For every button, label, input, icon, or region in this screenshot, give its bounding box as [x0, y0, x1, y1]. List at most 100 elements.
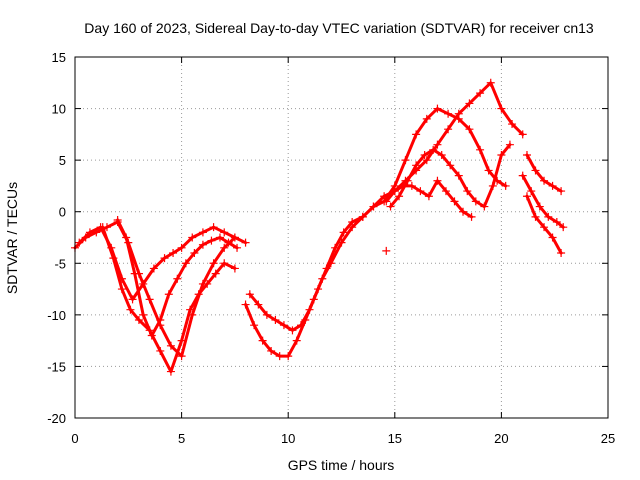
data-point [275, 352, 284, 361]
data-point [339, 228, 348, 237]
data-point [476, 89, 485, 98]
data-point [145, 295, 154, 304]
data-point [75, 238, 84, 247]
data-point [156, 346, 165, 355]
x-tick-label: 25 [601, 431, 615, 446]
x-tick-label: 0 [71, 431, 78, 446]
data-point [382, 197, 391, 206]
data-point [420, 150, 429, 159]
data-point [540, 176, 549, 185]
data-point [139, 279, 148, 288]
x-axis-label: GPS time / hours [288, 457, 395, 473]
data-point [166, 341, 175, 350]
data-point [245, 290, 254, 299]
data-point [518, 130, 527, 139]
data-point [467, 212, 476, 221]
y-tick-label: -20 [47, 411, 66, 426]
data-point [399, 181, 408, 190]
data-point [454, 114, 463, 123]
data-series [71, 78, 568, 376]
data-point [288, 326, 297, 335]
data-point [169, 248, 178, 257]
y-axis-label: SDTVAR / TECUs [4, 182, 20, 294]
data-point [220, 243, 229, 252]
data-point [548, 181, 557, 190]
y-tick-label: 0 [59, 205, 66, 220]
data-point [220, 228, 229, 237]
data-point [552, 218, 561, 227]
data-point [486, 78, 495, 87]
data-point [488, 181, 497, 190]
data-point [166, 367, 175, 376]
data-point [422, 114, 431, 123]
data-point [424, 192, 433, 201]
data-point [465, 125, 474, 134]
data-point [271, 316, 280, 325]
data-point [160, 254, 169, 263]
data-point [322, 264, 331, 273]
series-track-6 [245, 104, 510, 335]
y-tick-label: -15 [47, 359, 66, 374]
chart-title: Day 160 of 2023, Sidereal Day-to-day VTE… [84, 20, 594, 36]
data-point [230, 264, 239, 273]
series-track-5 [241, 78, 527, 361]
data-point [471, 197, 480, 206]
data-point [433, 176, 442, 185]
x-tick-label: 10 [281, 431, 295, 446]
data-point [186, 305, 195, 314]
data-point [122, 233, 131, 242]
data-point [209, 259, 218, 268]
data-point [207, 236, 216, 245]
series-track-11 [518, 171, 568, 232]
series-trace [73, 220, 248, 358]
data-point [109, 254, 118, 263]
data-point [548, 233, 557, 242]
x-tick-label: 15 [388, 431, 402, 446]
data-point [139, 310, 148, 319]
data-point [209, 223, 218, 232]
data-point [258, 336, 267, 345]
data-point [113, 215, 122, 224]
series-isolated-point [382, 246, 391, 255]
data-point [544, 212, 553, 221]
data-point [128, 295, 137, 304]
data-point [147, 331, 156, 340]
data-point [85, 228, 94, 237]
data-point [497, 104, 506, 113]
data-point [459, 207, 468, 216]
data-point [508, 120, 517, 129]
data-point [407, 181, 416, 190]
data-point [194, 290, 203, 299]
data-point [267, 346, 276, 355]
data-point [177, 336, 186, 345]
data-point [220, 259, 229, 268]
data-point [386, 202, 395, 211]
data-point [224, 238, 233, 247]
data-point [401, 156, 410, 165]
data-point [241, 238, 250, 247]
data-point [559, 223, 568, 232]
data-point [117, 285, 126, 294]
data-point [535, 202, 544, 211]
data-point [540, 223, 549, 232]
series-track-8 [382, 176, 476, 221]
data-point [450, 197, 459, 206]
data-point [441, 187, 450, 196]
data-point [416, 187, 425, 196]
data-point [149, 264, 158, 273]
data-point [382, 246, 391, 255]
data-point [484, 166, 493, 175]
series-trace [248, 107, 508, 332]
data-point [422, 156, 431, 165]
data-point [480, 202, 489, 211]
grid [75, 57, 608, 418]
data-point [314, 285, 323, 294]
series-track-3 [98, 223, 239, 376]
data-point [505, 140, 514, 149]
data-point [358, 212, 367, 221]
data-point [531, 212, 540, 221]
series-track-7 [386, 140, 514, 211]
data-point [156, 316, 165, 325]
data-point [177, 352, 186, 361]
